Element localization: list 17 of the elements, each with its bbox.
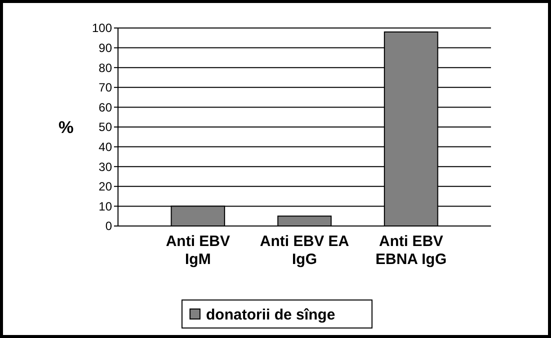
y-tick-label: 40 (98, 140, 112, 154)
x-tick-label: Anti EBV EBNA IgG (376, 233, 447, 268)
bar (277, 216, 332, 226)
y-tick-label: 30 (98, 160, 112, 174)
y-tick-label: 0 (105, 219, 112, 234)
y-axis-title: % (58, 118, 74, 137)
y-tick-label: 80 (98, 60, 112, 75)
x-tick-label: Anti EBV IgM (166, 233, 230, 268)
y-tick-label: 50 (98, 120, 112, 134)
x-tick-label: Anti EBV EA IgG (260, 233, 350, 268)
legend-label: donatorii de sînge (206, 306, 336, 324)
y-tick-label: 10 (98, 199, 112, 214)
y-tick-label: 100 (92, 21, 112, 36)
y-tick-label: 60 (98, 100, 112, 114)
y-tick-label: 90 (98, 41, 112, 55)
y-tick-label: 70 (98, 80, 112, 95)
y-tick-label: 20 (98, 180, 112, 194)
